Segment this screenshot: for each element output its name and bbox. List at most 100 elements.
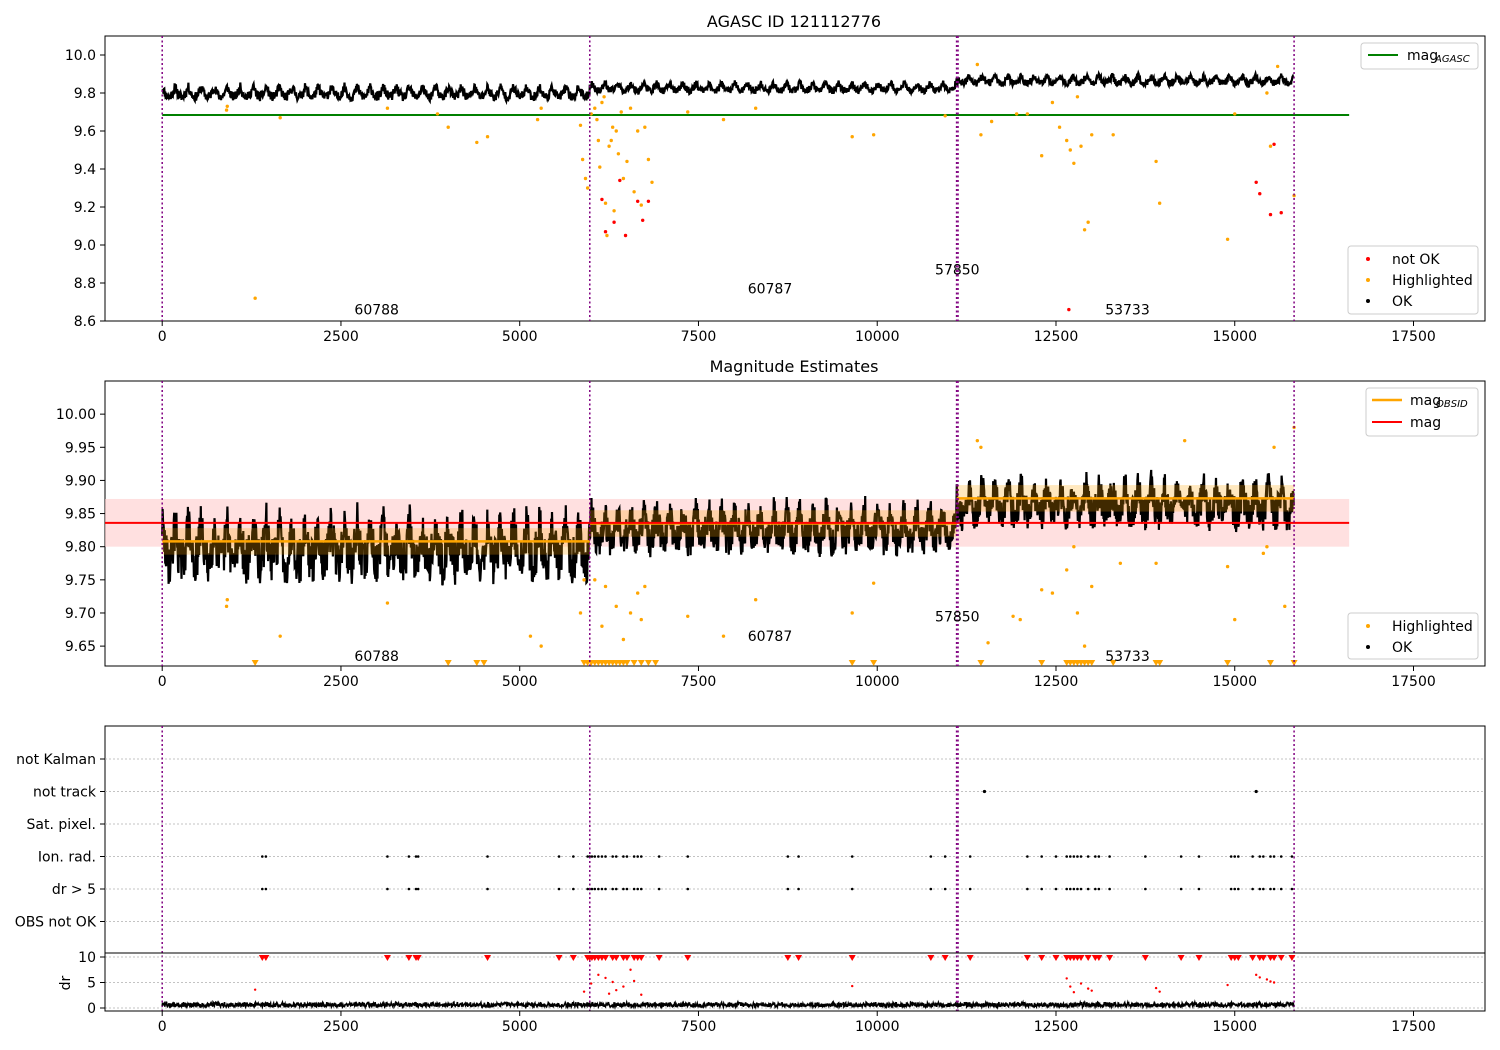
ion-rad-point bbox=[597, 855, 600, 858]
highlighted-point bbox=[639, 203, 643, 207]
dr-high-point bbox=[622, 985, 625, 988]
dr-gt-5-point bbox=[943, 887, 947, 891]
ok-series-line bbox=[161, 469, 1295, 586]
ion-rad-point bbox=[1262, 855, 1265, 858]
dr-capped-marker bbox=[1288, 955, 1296, 961]
dr-capped-marker bbox=[795, 955, 803, 961]
x-tick-label: 7500 bbox=[681, 674, 717, 690]
not-ok-point bbox=[618, 178, 622, 183]
ion-rad-point bbox=[1251, 855, 1254, 858]
dr-gt-5-point bbox=[557, 887, 561, 891]
legend-points: not OK Highlighted OK bbox=[1347, 245, 1479, 315]
highlighted-point bbox=[650, 180, 654, 184]
dr-gt-5-point bbox=[1068, 887, 1072, 891]
ion-rad-point bbox=[611, 855, 614, 858]
highlighted-point bbox=[639, 617, 643, 622]
highlighted-point bbox=[979, 445, 983, 449]
highlighted-point bbox=[1057, 125, 1062, 129]
y-tick-label: 9.2 bbox=[74, 200, 96, 216]
flag-label: Sat. pixel. bbox=[27, 817, 96, 833]
dr-capped-marker bbox=[1095, 955, 1103, 961]
dr-high-point bbox=[1254, 973, 1258, 977]
highlighted-point bbox=[1039, 154, 1044, 158]
legend-marker bbox=[1366, 624, 1370, 628]
ion-rad-point bbox=[968, 855, 972, 858]
dr-capped-marker bbox=[602, 955, 610, 961]
not-ok-point bbox=[646, 199, 651, 203]
dr-high-point bbox=[607, 992, 611, 995]
highlighted-point bbox=[1065, 568, 1069, 572]
highlighted-point bbox=[475, 140, 479, 145]
x-tick-label: 15000 bbox=[1212, 329, 1257, 345]
ion-rad-point bbox=[572, 855, 575, 858]
y-tick-label: 9.65 bbox=[65, 639, 96, 655]
dr-gt-5-point bbox=[636, 887, 639, 891]
ion-rad-point bbox=[557, 855, 561, 858]
dr-capped-marker bbox=[1141, 955, 1149, 961]
x-tick-label: 10000 bbox=[855, 1019, 900, 1035]
highlighted-point bbox=[871, 133, 876, 137]
highlighted-point bbox=[580, 157, 585, 162]
ion-rad-point bbox=[1258, 855, 1262, 858]
highlighted-point bbox=[850, 135, 854, 139]
y-tick-label: 9.8 bbox=[74, 86, 96, 102]
not-ok-point bbox=[635, 199, 640, 203]
highlighted-point bbox=[621, 176, 626, 181]
ion-rad-point bbox=[1065, 855, 1069, 858]
ok-series-line bbox=[161, 69, 1295, 106]
highlighted-point bbox=[578, 611, 583, 615]
dr-high-point bbox=[1272, 981, 1276, 984]
highlighted-point bbox=[975, 438, 980, 443]
highlighted-point bbox=[1265, 91, 1269, 95]
dr-capped-marker bbox=[569, 955, 577, 961]
ion-rad-point bbox=[1269, 855, 1272, 858]
ion-rad-point bbox=[261, 855, 264, 858]
legend-label: Highlighted bbox=[1392, 619, 1473, 635]
x-tick-label: 15000 bbox=[1212, 1019, 1257, 1035]
plot3-frame bbox=[104, 725, 1486, 954]
dr-capped-marker bbox=[966, 955, 974, 961]
dr-capped-marker bbox=[1234, 955, 1242, 961]
obsid-label: 60788 bbox=[354, 303, 399, 319]
highlighted-point bbox=[612, 209, 616, 213]
dr-gt-5-point bbox=[261, 887, 264, 891]
dr-gt-5-point bbox=[590, 887, 594, 891]
obsid-label: 53733 bbox=[1105, 303, 1150, 319]
highlighted-point bbox=[603, 201, 608, 205]
dr-high-point bbox=[1079, 982, 1083, 985]
below-range-marker bbox=[870, 660, 878, 666]
highlighted-point bbox=[721, 634, 726, 638]
dr-gt-5-point bbox=[1076, 887, 1079, 891]
dr-capped-marker bbox=[262, 955, 270, 961]
highlighted-point bbox=[1050, 100, 1055, 105]
below-range-marker bbox=[637, 660, 645, 666]
highlighted-point bbox=[979, 133, 983, 137]
dr-gt-5-point bbox=[416, 887, 420, 891]
x-tick-label: 0 bbox=[158, 674, 167, 690]
below-range-marker bbox=[1266, 660, 1274, 666]
ion-rad-point bbox=[486, 855, 489, 858]
dr-capped-marker bbox=[383, 955, 391, 961]
dr-gt-5-point bbox=[572, 887, 575, 891]
highlighted-point bbox=[1050, 591, 1055, 595]
highlighted-point bbox=[975, 62, 980, 67]
x-tick-label: 2500 bbox=[323, 329, 359, 345]
highlighted-point bbox=[1118, 561, 1123, 565]
dr-gt-5-point bbox=[1086, 887, 1090, 891]
dr-gt-5-point bbox=[929, 887, 933, 891]
dr-gt-5-point bbox=[486, 887, 489, 891]
y-tick-label: 9.6 bbox=[74, 124, 96, 140]
dr-high-point bbox=[629, 968, 632, 971]
dr-high-point bbox=[253, 988, 257, 991]
dr-gt-5-point bbox=[1054, 887, 1058, 891]
ion-rad-point bbox=[1237, 855, 1240, 858]
dr-capped-marker bbox=[1023, 955, 1031, 961]
ion-rad-point bbox=[1272, 855, 1276, 858]
dr-capped-marker bbox=[941, 955, 949, 961]
not-ok-point bbox=[1279, 211, 1283, 215]
highlighted-point bbox=[1275, 64, 1280, 69]
below-range-marker bbox=[473, 660, 481, 666]
highlighted-point bbox=[1065, 138, 1069, 143]
highlighted-point bbox=[595, 117, 599, 122]
dr-axis-label: dr bbox=[58, 975, 74, 990]
